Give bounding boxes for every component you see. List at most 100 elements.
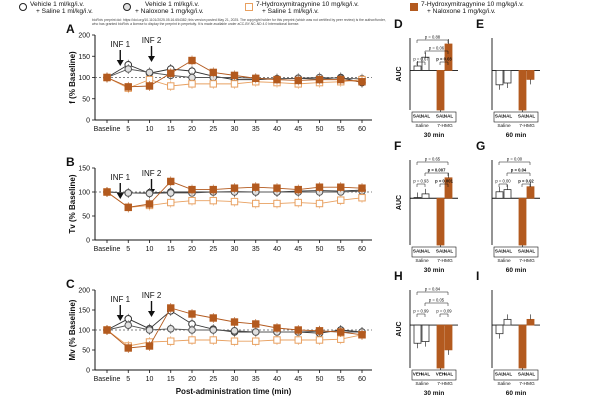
significance-bracket xyxy=(439,313,449,317)
data-point xyxy=(167,82,175,90)
legend-marker-vehicle-saline-icon xyxy=(19,3,27,11)
p-value-label: p = 0.03 xyxy=(436,57,452,62)
panel-letter: I xyxy=(476,269,479,283)
data-point xyxy=(209,196,217,205)
data-point xyxy=(273,199,281,208)
significance-bracket xyxy=(439,183,449,187)
significance-bracket xyxy=(416,161,449,165)
x-tick-label: 45 xyxy=(294,376,302,383)
x-tick-label: Baseline xyxy=(94,246,121,253)
x-tick-label: 55 xyxy=(337,376,345,383)
data-point xyxy=(188,56,196,65)
infusion-annotation-1: INF 1 xyxy=(110,40,130,49)
data-point xyxy=(294,198,302,207)
group-label: Saline xyxy=(497,381,511,387)
y-tick-label: 0 xyxy=(86,118,90,125)
data-point xyxy=(252,337,260,345)
x-tick-label: 30 xyxy=(231,246,239,253)
category-label: NAL xyxy=(444,249,454,254)
category-label: SAL xyxy=(413,249,422,254)
data-point xyxy=(273,336,281,344)
data-point xyxy=(358,184,366,192)
category-label: NAL xyxy=(421,249,431,254)
x-tick-label: 60 xyxy=(358,246,366,253)
data-point xyxy=(188,310,196,318)
data-point xyxy=(252,183,260,191)
group-label-box xyxy=(411,246,457,258)
data-point xyxy=(209,68,217,77)
category-label: SAL xyxy=(436,114,445,119)
data-point xyxy=(294,185,302,194)
significance-bracket xyxy=(424,302,449,306)
category-label: SAL xyxy=(518,114,527,119)
data-point xyxy=(230,337,239,345)
group-label-box xyxy=(493,246,539,258)
category-label: NAL xyxy=(444,372,454,377)
data-point xyxy=(188,80,196,88)
panel-letter: D xyxy=(394,17,403,31)
significance-bracket xyxy=(424,50,449,54)
line-panel-C: C 0 50 100 150 200 Baseline 5 10 15 20 25 30 35 40 45 50… xyxy=(66,277,372,396)
x-tick-label: 15 xyxy=(167,376,175,383)
category-label: SAL xyxy=(495,114,504,119)
auc-bar xyxy=(503,189,512,199)
legend-line2: + Naloxone 1 mg/kg/i.v. xyxy=(427,8,496,16)
auc-bar xyxy=(526,186,535,199)
data-point xyxy=(273,184,281,192)
x-tick-label: 40 xyxy=(273,126,281,133)
group-label: Saline xyxy=(415,123,429,129)
data-point xyxy=(273,324,281,332)
auc-bar xyxy=(518,324,527,369)
panel-letter: F xyxy=(394,139,401,153)
infusion-annotation-2: INF 2 xyxy=(142,291,162,300)
data-point xyxy=(124,83,132,91)
auc-bar xyxy=(526,70,535,80)
data-point xyxy=(188,326,196,334)
y-tick-label: 150 xyxy=(78,54,90,61)
group-label: 7-HMG xyxy=(437,258,453,264)
data-point xyxy=(145,82,154,90)
data-point xyxy=(103,188,111,196)
x-tick-label: 60 xyxy=(358,376,366,383)
auc-bar xyxy=(436,324,445,369)
time-window-label: 60 min xyxy=(506,267,527,274)
infusion-annotation-1: INF 1 xyxy=(110,173,130,182)
data-point xyxy=(294,336,302,344)
y-tick-label: 100 xyxy=(78,328,90,335)
data-point xyxy=(294,326,302,334)
data-point xyxy=(230,184,239,192)
data-point xyxy=(337,183,345,191)
y-tick-label: 150 xyxy=(78,308,90,315)
legend-line2: + Saline 1 ml/kg/i.v. xyxy=(262,8,319,16)
auc-bar xyxy=(413,65,422,71)
group-label: 7-HMG xyxy=(519,258,535,264)
significance-bracket xyxy=(506,172,531,176)
x-tick-label: 10 xyxy=(146,126,154,133)
data-point xyxy=(167,177,175,186)
preprint-notice: bioRxiv preprint doi: https://doi.org/10… xyxy=(92,18,386,26)
p-value-label: p = 0.09 xyxy=(436,309,452,314)
data-point xyxy=(337,75,345,84)
x-tick-label: 35 xyxy=(252,246,260,253)
significance-bracket xyxy=(416,313,426,317)
p-value-label: p = 0.88 xyxy=(425,35,441,40)
auc-bar xyxy=(436,197,445,246)
legend-line1: Vehicle 1 ml/kg/i.v. xyxy=(30,1,85,8)
group-label-box xyxy=(493,111,539,123)
infusion-annotation-1: INF 1 xyxy=(110,295,130,304)
x-tick-label: 25 xyxy=(209,126,217,133)
y-tick-label: 150 xyxy=(78,166,90,173)
category-label: VEH xyxy=(436,372,446,377)
data-point xyxy=(145,200,154,208)
y-tick-label: 0 xyxy=(86,368,90,375)
data-point xyxy=(167,198,175,207)
y-tick-label: 100 xyxy=(78,75,90,82)
data-point xyxy=(209,314,217,322)
data-point xyxy=(167,304,175,312)
auc-bar xyxy=(495,70,504,86)
x-tick-label: 35 xyxy=(252,126,260,133)
auc-bar xyxy=(503,70,512,84)
